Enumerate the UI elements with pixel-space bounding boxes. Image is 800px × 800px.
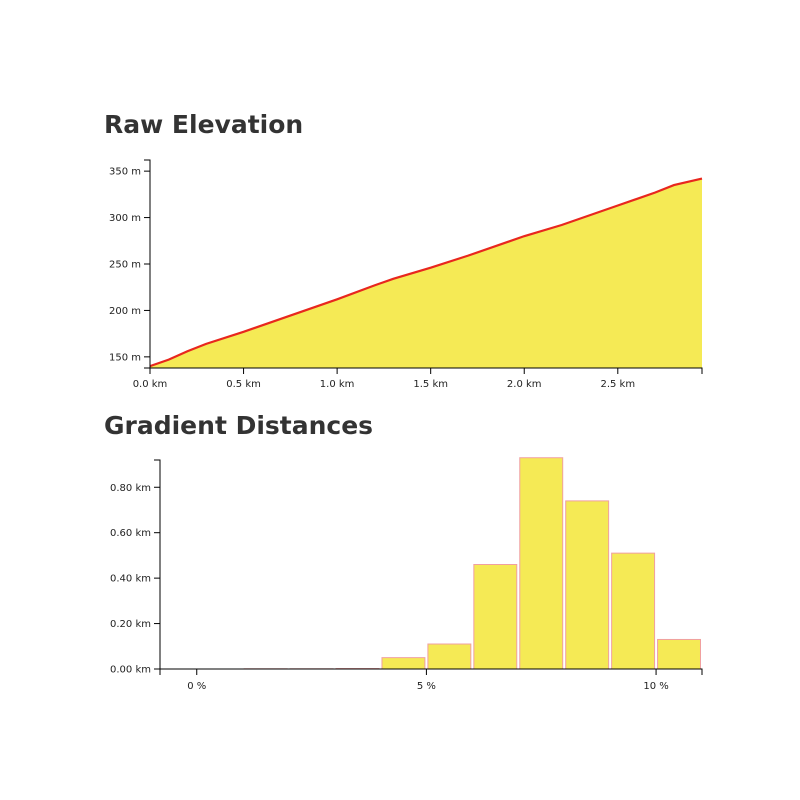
histogram-y-tick-label: 0.20 km — [110, 619, 151, 630]
histogram-y-tick: 0.40 km — [110, 574, 160, 585]
histogram-bar — [657, 638, 702, 670]
elevation-x-tick: 0.0 km — [133, 368, 168, 390]
elevation-area — [150, 178, 702, 368]
histogram-x-tick: 0 % — [187, 669, 206, 692]
elevation-x-tick-label: 1.5 km — [413, 379, 448, 390]
histogram-y-tick: 0.80 km — [110, 483, 160, 494]
histogram-y-tick-label: 0.60 km — [110, 528, 151, 539]
histogram-bar — [519, 457, 564, 670]
histogram-x-axis — [159, 668, 703, 675]
histogram-bar — [611, 552, 656, 670]
histogram-y-tick-label: 0.40 km — [110, 574, 151, 585]
histogram-x-tick-label: 10 % — [643, 681, 668, 692]
histogram-y-tick: 0.20 km — [110, 619, 160, 630]
elevation-x-tick-label: 1.0 km — [320, 379, 355, 390]
gradient-chart-title: Gradient Distances — [104, 411, 374, 440]
elevation-x-tick-label: 2.5 km — [600, 379, 635, 390]
elevation-y-tick-label: 200 m — [109, 306, 141, 317]
elevation-y-tick-label: 150 m — [109, 352, 141, 363]
elevation-y-tick: 200 m — [109, 306, 150, 317]
elevation-chart: 150 m 200 m 250 m 300 m 350 m 0.0 km 0.5 km 1.0… — [109, 159, 703, 390]
elevation-y-tick: 350 m — [109, 167, 150, 178]
elevation-y-tick-label: 350 m — [109, 167, 141, 178]
elevation-x-tick: 1.0 km — [320, 368, 355, 390]
histogram-y-axis — [154, 459, 161, 670]
elevation-x-tick-label: 0.0 km — [133, 379, 168, 390]
elevation-y-tick-label: 250 m — [109, 260, 141, 271]
histogram-bar — [381, 657, 426, 670]
elevation-y-tick-label: 300 m — [109, 213, 141, 224]
elevation-x-tick-label: 2.0 km — [507, 379, 542, 390]
histogram-x-tick: 10 % — [643, 669, 669, 692]
elevation-y-tick: 150 m — [109, 352, 150, 363]
elevation-x-tick-label: 0.5 km — [226, 379, 261, 390]
gradient-histogram: 0.00 km 0.20 km 0.40 km 0.60 km 0.80 km 0 % 5 … — [110, 457, 703, 692]
elevation-y-tick: 300 m — [109, 213, 150, 224]
elevation-x-axis — [149, 367, 703, 374]
elevation-chart-title: Raw Elevation — [104, 110, 304, 139]
histogram-bar — [473, 564, 518, 670]
histogram-x-tick: 5 % — [417, 669, 436, 692]
elevation-x-tick: 1.5 km — [413, 368, 448, 390]
histogram-bar — [427, 643, 472, 670]
elevation-y-tick: 250 m — [109, 260, 150, 271]
histogram-x-tick-label: 5 % — [417, 681, 436, 692]
histogram-y-tick-label: 0.00 km — [110, 665, 151, 676]
histogram-x-tick-label: 0 % — [187, 681, 206, 692]
histogram-y-tick-label: 0.80 km — [110, 483, 151, 494]
histogram-y-tick: 0.00 km — [110, 665, 160, 676]
histogram-y-tick: 0.60 km — [110, 528, 160, 539]
elevation-x-tick: 2.5 km — [600, 368, 635, 390]
elevation-x-tick: 2.0 km — [507, 368, 542, 390]
elevation-line — [149, 177, 703, 368]
histogram-bar — [565, 500, 610, 670]
elevation-x-tick: 0.5 km — [226, 368, 261, 390]
